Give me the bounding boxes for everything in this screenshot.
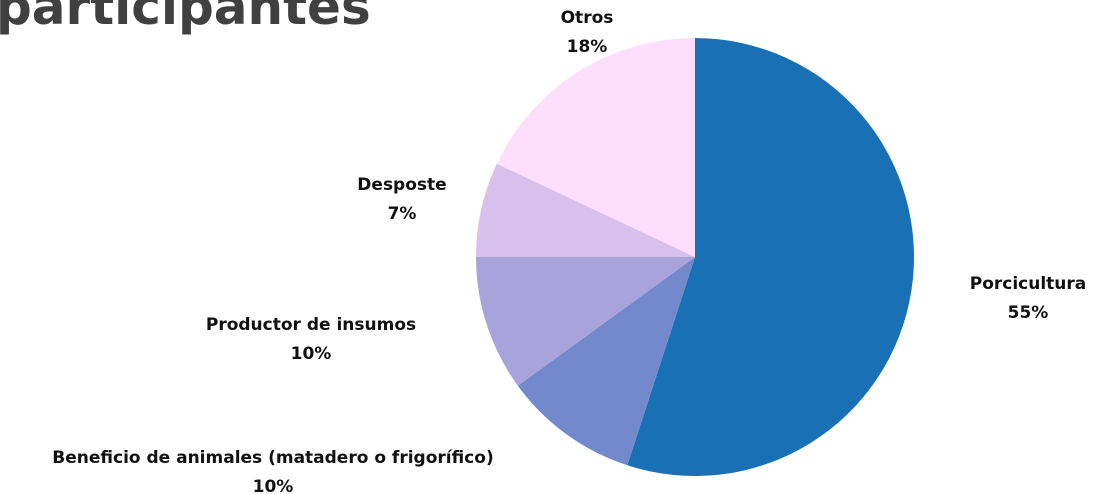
slice-label: Productor de insumos [206, 315, 416, 335]
slice-label: Beneficio de animales (matadero o frigor… [52, 448, 493, 468]
pie-slice [496, 37, 695, 258]
pie-slice [517, 257, 695, 466]
slice-label: Porcicultura [970, 274, 1087, 294]
slice-value-label: 18% [567, 37, 608, 57]
pie-slice [476, 163, 695, 257]
pie-slice [627, 37, 915, 477]
slice-value-label: 10% [291, 344, 332, 364]
slice-value-label: 10% [253, 477, 294, 494]
slice-value-label: 55% [1008, 303, 1049, 323]
slice-value-label: 7% [388, 204, 417, 224]
slice-label: Desposte [357, 175, 446, 195]
pie-slice [476, 257, 695, 386]
slice-label: Otros [561, 8, 614, 28]
chart-title: participantes [0, 0, 371, 36]
